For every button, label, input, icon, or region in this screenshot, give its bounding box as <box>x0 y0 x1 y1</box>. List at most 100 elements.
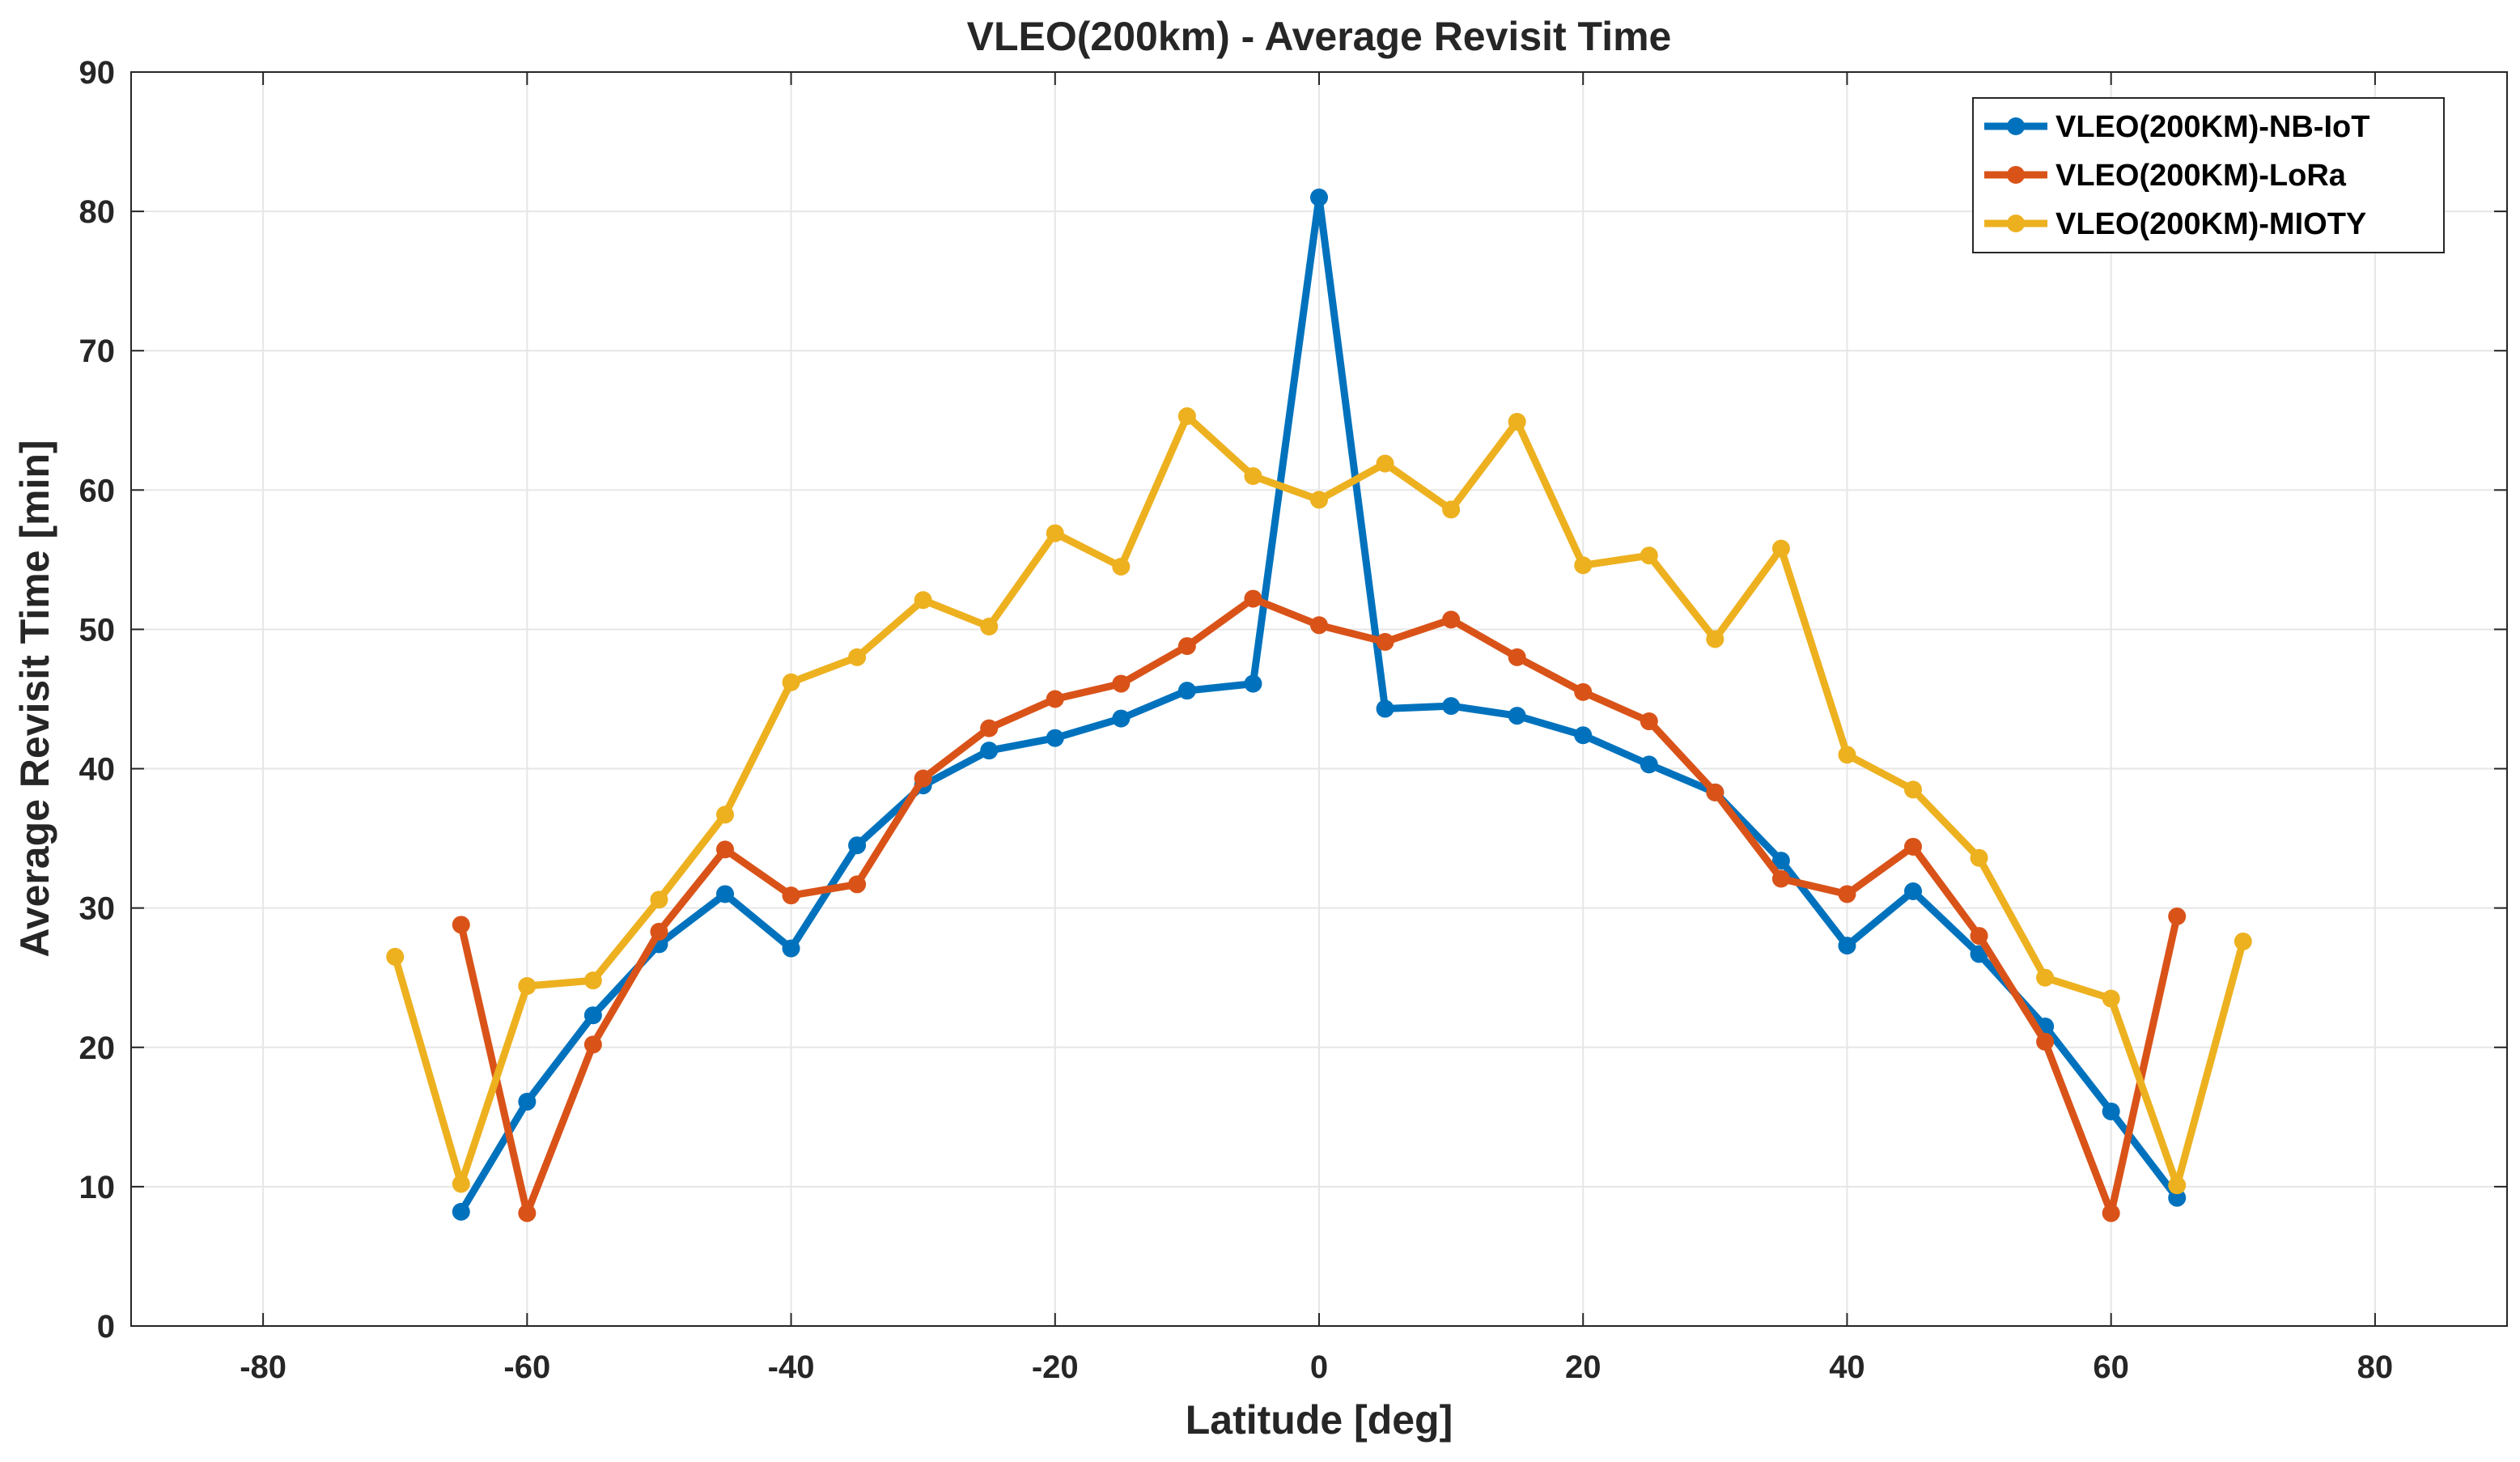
data-point-vleo-200km-mioty <box>1838 746 1856 764</box>
data-point-vleo-200km-nb-iot <box>1574 726 1593 745</box>
legend-item-vleo-200km-mioty: VLEO(200KM)-MIOTY <box>1984 207 2366 241</box>
axes <box>130 71 2508 1327</box>
x-tick-label: -80 <box>240 1349 286 1385</box>
x-tick-label: 80 <box>2357 1349 2394 1385</box>
data-point-vleo-200km-lora <box>452 916 470 934</box>
data-point-vleo-200km-lora <box>1310 616 1328 635</box>
data-point-vleo-200km-lora <box>914 769 932 788</box>
data-point-vleo-200km-mioty <box>2168 1176 2187 1195</box>
series-vleo-200km-lora <box>452 589 2187 1222</box>
y-axis-label: Average Revisit Time [min] <box>12 440 57 957</box>
data-point-vleo-200km-nb-iot <box>518 1092 537 1111</box>
x-tick-label: -20 <box>1032 1349 1079 1385</box>
data-point-vleo-200km-lora <box>782 886 800 905</box>
data-point-vleo-200km-lora <box>1177 637 1196 656</box>
data-point-vleo-200km-lora <box>2102 1204 2120 1222</box>
legend-swatch-marker <box>2007 166 2025 184</box>
y-tick-label: 20 <box>79 1031 116 1066</box>
data-point-vleo-200km-lora <box>1112 674 1131 693</box>
data-point-vleo-200km-lora <box>1640 712 1658 731</box>
data-point-vleo-200km-mioty <box>980 618 999 636</box>
data-point-vleo-200km-mioty <box>1508 412 1526 431</box>
data-point-vleo-200km-nb-iot <box>716 885 734 903</box>
x-tick-label: -60 <box>503 1349 550 1385</box>
data-point-vleo-200km-mioty <box>848 648 867 666</box>
data-point-vleo-200km-mioty <box>1310 491 1328 509</box>
data-point-vleo-200km-nb-iot <box>1310 188 1328 206</box>
data-point-vleo-200km-mioty <box>650 890 668 909</box>
legend-label: VLEO(200KM)-LoRa <box>2055 159 2347 193</box>
data-point-vleo-200km-mioty <box>2234 932 2252 950</box>
data-point-vleo-200km-mioty <box>1177 407 1196 426</box>
data-point-vleo-200km-nb-iot <box>2168 1188 2187 1207</box>
legend-item-vleo-200km-lora: VLEO(200KM)-LoRa <box>1984 159 2347 193</box>
data-point-vleo-200km-mioty <box>2102 989 2120 1008</box>
legend-label: VLEO(200KM)-MIOTY <box>2055 207 2366 241</box>
legend: VLEO(200KM)-NB-IoT VLEO(200KM)-LoRa VLEO(2… <box>1972 97 2445 253</box>
data-point-vleo-200km-mioty <box>1442 500 1461 519</box>
data-point-vleo-200km-mioty <box>914 591 932 610</box>
data-point-vleo-200km-lora <box>2036 1032 2055 1051</box>
data-point-vleo-200km-lora <box>1838 885 1856 903</box>
x-tick-label: 40 <box>1829 1349 1865 1385</box>
data-point-vleo-200km-nb-iot <box>1244 674 1262 693</box>
y-tick-label: 50 <box>79 612 116 648</box>
data-point-vleo-200km-nb-iot <box>2102 1102 2120 1120</box>
data-point-vleo-200km-nb-iot <box>848 836 867 855</box>
data-point-vleo-200km-nb-iot <box>1904 882 1922 901</box>
data-point-vleo-200km-lora <box>848 875 867 894</box>
legend-swatch-marker <box>2007 215 2025 232</box>
x-tick-label: 60 <box>2093 1349 2129 1385</box>
y-tick-label: 0 <box>97 1309 115 1345</box>
data-point-vleo-200km-nb-iot <box>1640 755 1658 774</box>
data-point-vleo-200km-mioty <box>1376 454 1394 473</box>
legend-label: VLEO(200KM)-NB-IoT <box>2055 110 2369 144</box>
data-point-vleo-200km-mioty <box>1244 467 1262 486</box>
data-point-vleo-200km-lora <box>1574 682 1593 701</box>
data-point-vleo-200km-mioty <box>518 977 537 996</box>
series-vleo-200km-nb-iot <box>452 188 2187 1221</box>
y-tick-label: 30 <box>79 891 116 927</box>
data-point-vleo-200km-lora <box>716 840 734 859</box>
data-point-vleo-200km-lora <box>1244 589 1262 608</box>
data-point-vleo-200km-lora <box>1904 837 1922 856</box>
series-vleo-200km-mioty <box>386 407 2252 1195</box>
data-point-vleo-200km-mioty <box>452 1175 470 1193</box>
data-point-vleo-200km-nb-iot <box>1771 852 1790 870</box>
legend-box <box>1972 97 2445 253</box>
data-point-vleo-200km-nb-iot <box>1508 707 1526 725</box>
data-point-vleo-200km-nb-iot <box>1376 699 1394 718</box>
data-point-vleo-200km-mioty <box>1046 524 1064 542</box>
legend-swatch-marker <box>2007 117 2025 135</box>
x-tick-label: 20 <box>1565 1349 1602 1385</box>
data-point-vleo-200km-lora <box>650 922 668 941</box>
data-point-vleo-200km-lora <box>2168 907 2187 925</box>
data-point-vleo-200km-mioty <box>716 805 734 824</box>
legend-item-vleo-200km-nb-iot: VLEO(200KM)-NB-IoT <box>1984 110 2369 144</box>
data-point-vleo-200km-lora <box>1442 610 1461 629</box>
chart-title: VLEO(200km) - Average Revisit Time <box>967 14 1672 59</box>
data-point-vleo-200km-mioty <box>1771 539 1790 558</box>
x-tick-label: 0 <box>1310 1349 1328 1385</box>
data-point-vleo-200km-mioty <box>2036 968 2055 987</box>
y-tick-label: 80 <box>79 194 116 230</box>
data-point-vleo-200km-lora <box>1046 690 1064 708</box>
y-tick-label: 70 <box>79 334 116 369</box>
data-point-vleo-200km-nb-iot <box>1442 697 1461 716</box>
data-point-vleo-200km-mioty <box>1112 557 1131 576</box>
data-point-vleo-200km-lora <box>583 1035 602 1054</box>
data-point-vleo-200km-nb-iot <box>1046 729 1064 747</box>
data-point-vleo-200km-mioty <box>1640 546 1658 565</box>
x-tick-label: -40 <box>768 1349 815 1385</box>
data-point-vleo-200km-mioty <box>1706 630 1725 648</box>
tick-labels: -80 -60 -40 -20 0 20 40 60 80 0 10 20 30 40 50 60 70 80 90 <box>79 55 2394 1385</box>
y-tick-label: 60 <box>79 473 116 508</box>
y-tick-label: 40 <box>79 752 116 788</box>
data-point-vleo-200km-mioty <box>386 947 405 966</box>
data-point-vleo-200km-nb-iot <box>1112 709 1131 728</box>
data-point-vleo-200km-mioty <box>1574 556 1593 575</box>
data-point-vleo-200km-lora <box>1970 927 1988 946</box>
data-point-vleo-200km-mioty <box>583 971 602 990</box>
data-point-vleo-200km-nb-iot <box>1177 682 1196 700</box>
